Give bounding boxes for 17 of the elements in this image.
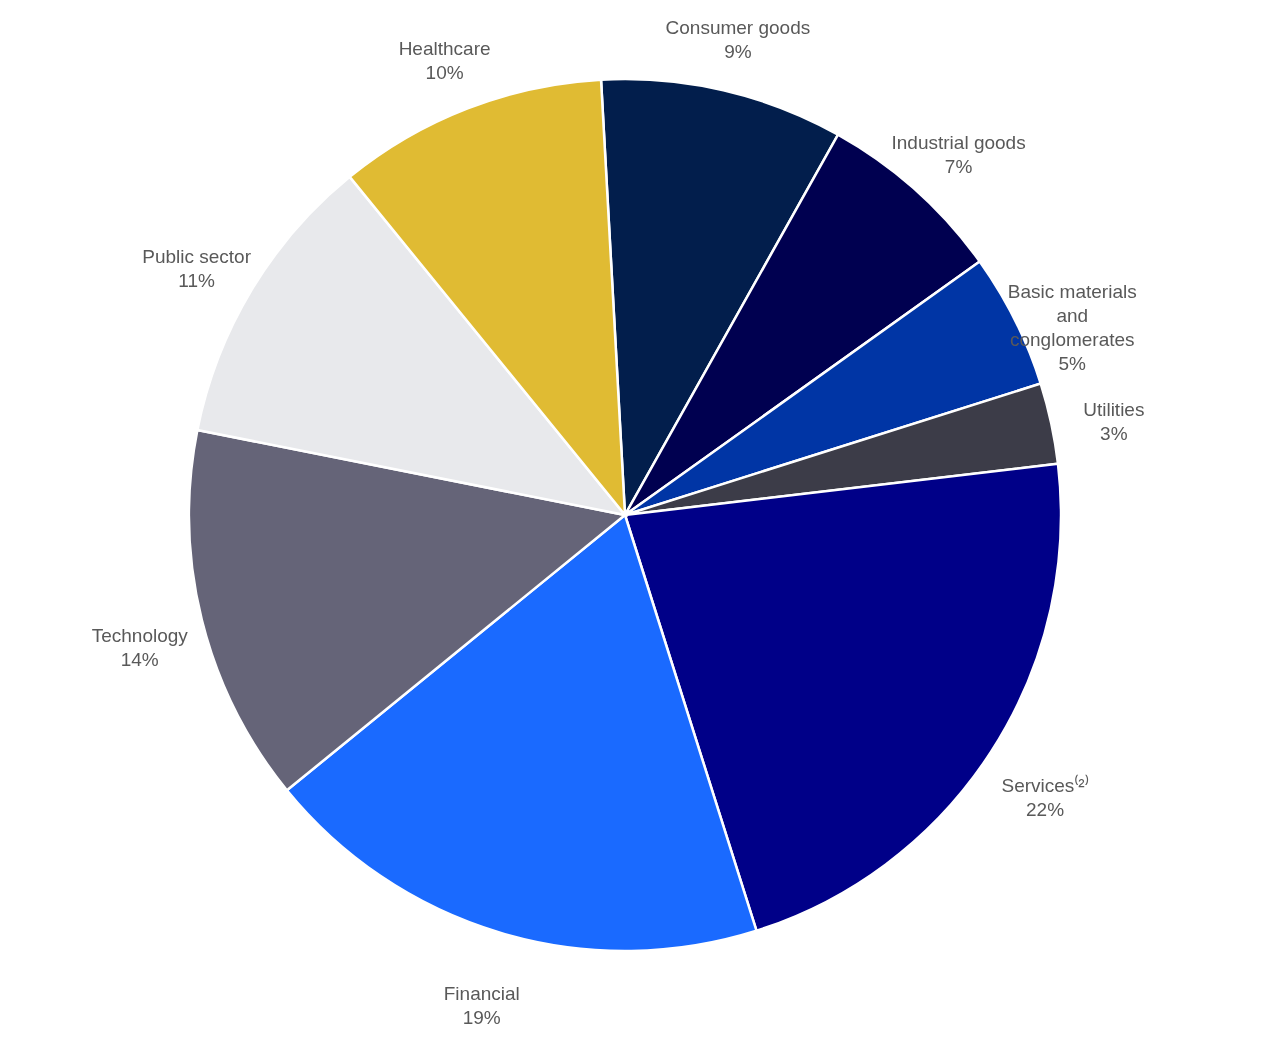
slice-label: Utilities (1083, 398, 1145, 420)
data-label: 5% (1058, 352, 1087, 374)
slice-label: Consumer goods (665, 16, 811, 38)
data-label: 7% (944, 155, 973, 177)
slice-label: Financial (443, 983, 520, 1005)
slice-label: Technology (91, 624, 189, 646)
slice-label: Healthcare (398, 37, 491, 59)
slice-label: Public sector (142, 246, 252, 268)
data-label: 9% (724, 40, 752, 62)
data-label: 11% (178, 270, 216, 292)
data-label: 3% (1100, 422, 1128, 444)
data-label: 10% (425, 61, 464, 83)
data-label: 22% (1026, 799, 1065, 821)
data-label: 14% (120, 648, 159, 670)
data-label: 19% (462, 1007, 501, 1029)
slice-label: Services⁽²⁾ (1001, 774, 1089, 797)
slice-label: Industrial goods (891, 131, 1026, 153)
